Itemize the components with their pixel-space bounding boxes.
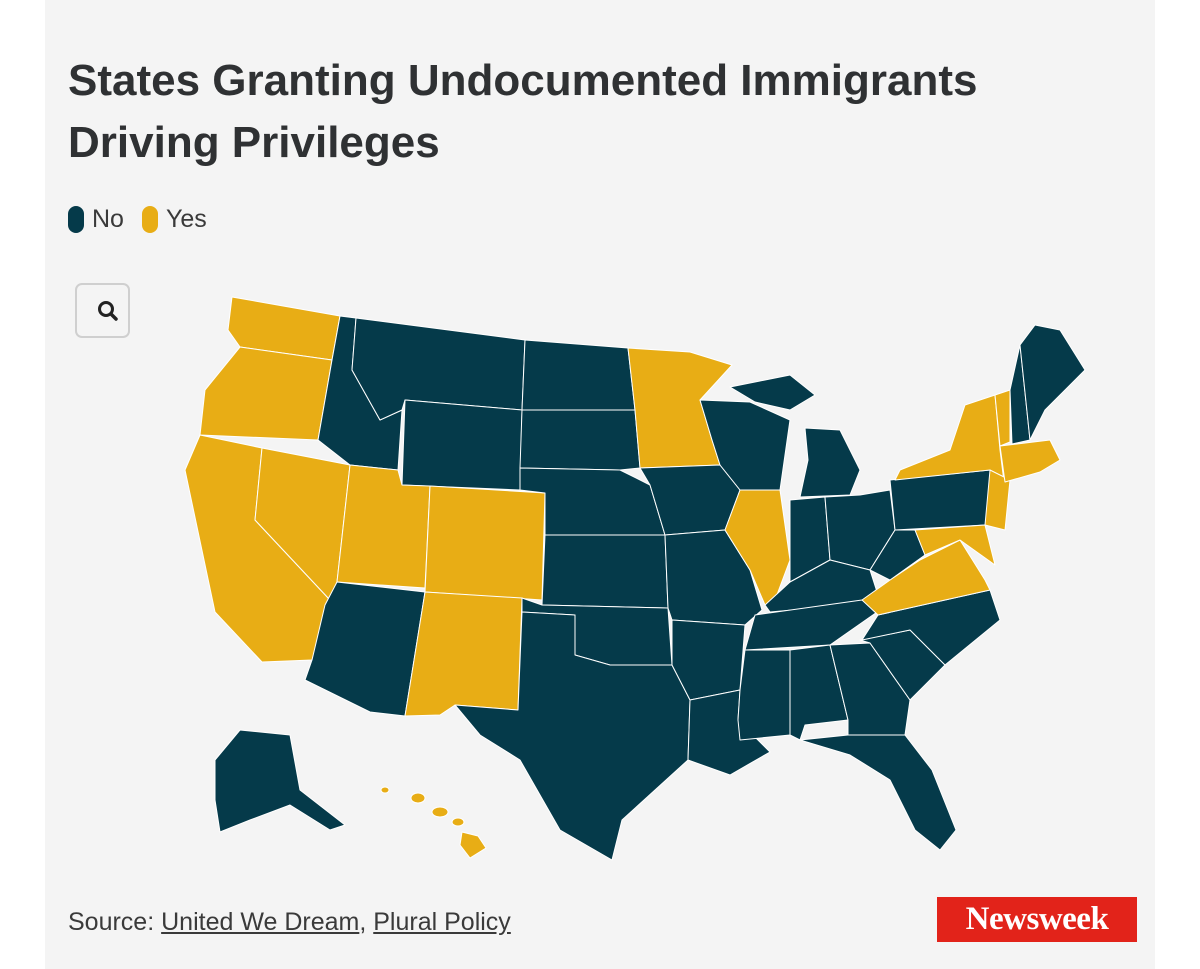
source: Source: United We Dream, Plural Policy [68,908,511,937]
source-prefix: Source: [68,908,155,936]
chart-title: States Granting Undocumented Immigrants … [68,56,978,167]
source-separator: , [359,908,367,936]
state-shape [451,817,465,827]
state-shape [914,524,996,566]
state-shape [1019,324,1086,441]
logo: Newsweek [937,897,1137,942]
state-shape [737,649,791,741]
zoom-button[interactable] [75,283,130,338]
state-shape [214,729,346,833]
state-shape [401,399,523,491]
state-shape [744,599,881,651]
legend-swatch [141,206,158,233]
state-shape [521,339,636,411]
state-shape [519,409,641,471]
state-shape [984,469,1011,531]
source-link[interactable]: Plural Policy [373,908,511,936]
state-shape [380,786,390,794]
legend-label: Yes [165,205,207,233]
source-link[interactable]: United We Dream [161,908,360,936]
state-shape [199,346,333,441]
state-shape [894,394,1006,491]
state-shape [729,374,816,411]
legend-swatch [68,206,84,233]
state-shape [431,806,449,818]
state-shape [404,591,523,717]
legend: No Yes [68,205,225,234]
legend-item[interactable]: Yes [141,205,207,234]
legend-item[interactable]: No [68,205,124,234]
state-shape [799,734,957,851]
state-shape [424,485,546,601]
state-shape [799,427,861,498]
state-shape [410,792,426,804]
state-shape [541,534,669,609]
state-shape [459,831,487,859]
legend-label: No [92,205,124,233]
state-shape [454,611,691,861]
state-shape [994,389,1011,447]
search-icon [98,301,118,321]
state-shape [999,439,1061,483]
